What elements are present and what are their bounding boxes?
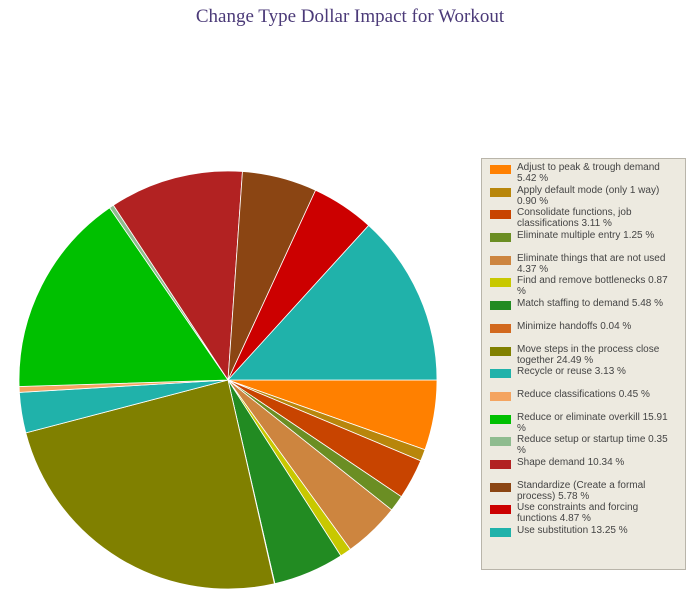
legend-label: Adjust to peak & trough demand 5.42 % (517, 162, 660, 184)
legend-label: Use substitution 13.25 % (517, 525, 628, 536)
legend-item: Consolidate functions, job classificatio… (490, 207, 679, 230)
legend-swatch (490, 255, 511, 265)
legend-swatch (490, 165, 511, 174)
legend-item: Use substitution 13.25 % (490, 525, 679, 548)
legend-item: Apply default mode (only 1 way) 0.90 % (490, 185, 679, 208)
legend-swatch (490, 505, 511, 515)
legend-item: Standardize (Create a formal process) 5.… (490, 480, 679, 503)
pie-slice-8 (25, 379, 275, 590)
pie-slice-16 (227, 224, 438, 381)
legend-swatch (490, 323, 511, 333)
legend-item: Minimize handoffs 0.04 % (490, 321, 679, 344)
legend-item: Eliminate multiple entry 1.25 % (490, 230, 679, 253)
legend-label: Shape demand 10.34 % (517, 456, 625, 468)
legend-item: Use constraints and forcing functions 4.… (490, 502, 679, 525)
legend-item: Shape demand 10.34 % (490, 457, 679, 480)
legend-label: Eliminate things that are not used 4.37 … (517, 252, 666, 275)
legend-swatch (490, 459, 511, 469)
legend-swatch (490, 391, 511, 401)
legend-label: Eliminate multiple entry 1.25 % (517, 230, 655, 242)
pie-chart (18, 170, 438, 590)
legend-swatch (490, 437, 511, 447)
legend-label: Minimize handoffs 0.04 % (517, 320, 632, 332)
legend-label: Apply default mode (only 1 way) 0.90 % (517, 184, 660, 207)
legend-swatch (490, 482, 511, 492)
legend-label: Reduce classifications 0.45 % (517, 388, 650, 400)
legend-item: Recycle or reuse 3.13 % (490, 366, 679, 389)
legend-swatch (490, 528, 511, 537)
legend-label: Reduce setup or startup time 0.35 % (517, 434, 668, 457)
legend-item: Adjust to peak & trough demand 5.42 % (490, 162, 679, 185)
legend-swatch (490, 210, 511, 220)
pie-slice-11 (18, 207, 229, 387)
legend-swatch (490, 187, 511, 197)
legend-label: Consolidate functions, job classificatio… (517, 207, 632, 230)
legend-label: Match staffing to demand 5.48 % (517, 298, 664, 310)
legend-item: Reduce classifications 0.45 % (490, 389, 679, 412)
legend-label: Reduce or eliminate overkill 15.91 % (517, 411, 668, 434)
legend-swatch (490, 369, 511, 379)
legend-label: Find and remove bottlenecks 0.87 % (517, 275, 668, 298)
legend-label: Move steps in the process close together… (517, 343, 660, 366)
legend-swatch (490, 301, 511, 311)
legend-item: Move steps in the process close together… (490, 344, 679, 367)
legend-item: Find and remove bottlenecks 0.87 % (490, 275, 679, 298)
legend: Adjust to peak & trough demand 5.42 % App… (481, 158, 686, 570)
legend-swatch (490, 414, 511, 424)
legend-item: Match staffing to demand 5.48 % (490, 298, 679, 321)
legend-item: Eliminate things that are not used 4.37 … (490, 253, 679, 276)
pie-slice-13 (112, 170, 243, 382)
legend-swatch (490, 346, 511, 356)
legend-item: Reduce or eliminate overkill 15.91 % (490, 412, 679, 435)
chart-title: Change Type Dollar Impact for Workout (195, 6, 505, 27)
legend-label: Use constraints and forcing functions 4.… (517, 502, 639, 525)
legend-swatch (490, 233, 511, 243)
legend-swatch (490, 278, 511, 288)
legend-label: Standardize (Create a formal process) 5.… (517, 479, 646, 502)
legend-item: Reduce setup or startup time 0.35 % (490, 434, 679, 457)
legend-label: Recycle or reuse 3.13 % (517, 366, 626, 378)
